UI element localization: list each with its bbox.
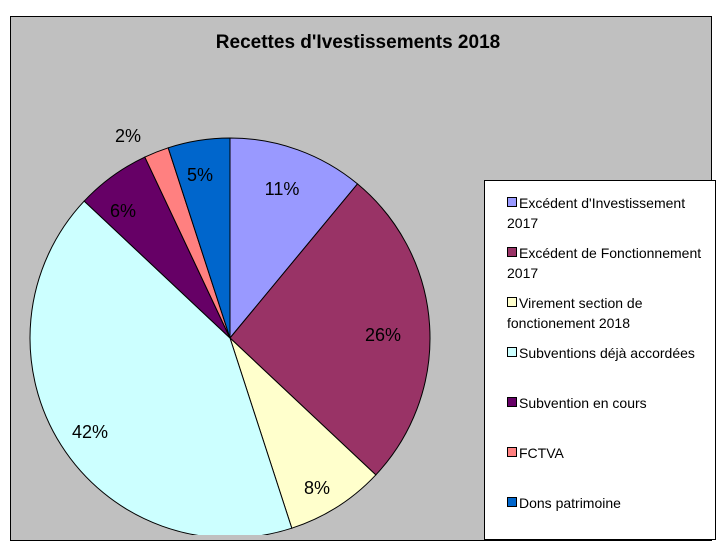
legend-item-dons-patrimoine: Dons patrimoine bbox=[507, 493, 707, 513]
legend-swatch bbox=[507, 297, 517, 307]
legend-item-excedent-fonctionnement: Excédent de Fonctionnement 2017 bbox=[507, 243, 707, 283]
legend-label: Excédent d'Investissement 2017 bbox=[507, 195, 686, 231]
legend-item-fctva: FCTVA bbox=[507, 443, 707, 463]
pie-slice bbox=[229, 137, 359, 340]
pie-slice bbox=[229, 337, 377, 529]
slice-percent-label: 8% bbox=[304, 478, 330, 498]
legend-label: FCTVA bbox=[519, 445, 564, 461]
legend-item-subventions-accordees: Subventions déjà accordées bbox=[507, 343, 707, 363]
legend-label: Virement section de fonctionement 2018 bbox=[507, 295, 643, 331]
slice-percent-label: 11% bbox=[265, 179, 300, 199]
legend-item-virement-section: Virement section de fonctionement 2018 bbox=[507, 293, 707, 333]
legend-label: Subventions déjà accordées bbox=[519, 345, 695, 361]
slice-percent-label: 42% bbox=[72, 422, 108, 442]
slice-percent-label: 26% bbox=[365, 325, 401, 345]
legend-label: Dons patrimoine bbox=[519, 495, 621, 511]
legend-swatch bbox=[507, 497, 517, 507]
chart-title: Recettes d'Ivestissements 2018 bbox=[215, 32, 501, 53]
legend-swatch bbox=[507, 447, 517, 457]
legend-swatch bbox=[507, 197, 517, 207]
legend-swatch bbox=[507, 397, 517, 407]
legend-label: Subvention en cours bbox=[519, 395, 647, 411]
pie-slice bbox=[167, 137, 231, 339]
slice-percent-label: 2% bbox=[115, 126, 141, 146]
legend-swatch bbox=[507, 347, 517, 357]
legend-swatch bbox=[507, 247, 517, 257]
slice-percent-label: 5% bbox=[187, 165, 213, 185]
slice-percent-label: 6% bbox=[110, 201, 136, 221]
legend: Excédent d'Investissement 2017 Excédent … bbox=[484, 180, 716, 540]
pie-slice bbox=[229, 183, 431, 476]
legend-item-subvention-en-cours: Subvention en cours bbox=[507, 393, 707, 413]
legend-label: Excédent de Fonctionnement 2017 bbox=[507, 245, 702, 281]
pie-slice bbox=[29, 200, 293, 535]
legend-item-excedent-investissement: Excédent d'Investissement 2017 bbox=[507, 193, 707, 233]
